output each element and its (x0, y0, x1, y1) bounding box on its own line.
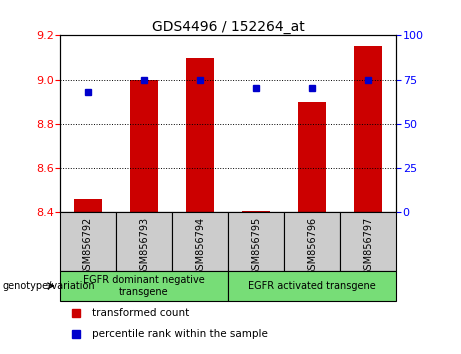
Bar (284, 212, 340, 271)
Bar (116, 212, 172, 271)
Text: EGFR activated transgene: EGFR activated transgene (248, 281, 376, 291)
Text: transformed count: transformed count (92, 308, 189, 318)
Text: genotype/variation: genotype/variation (2, 281, 95, 291)
Bar (242, 211, 270, 212)
Text: EGFR dominant negative
transgene: EGFR dominant negative transgene (83, 275, 205, 297)
Text: GSM856794: GSM856794 (195, 217, 205, 276)
Text: GSM856792: GSM856792 (83, 217, 93, 276)
Bar (228, 271, 396, 301)
Bar (130, 80, 158, 212)
Text: GSM856795: GSM856795 (251, 217, 261, 276)
Bar (60, 271, 228, 301)
Bar (186, 58, 214, 212)
Bar (298, 102, 326, 212)
Bar (340, 212, 396, 271)
Bar (60, 212, 116, 271)
Bar (355, 46, 383, 212)
Text: percentile rank within the sample: percentile rank within the sample (92, 329, 268, 339)
Bar (228, 212, 284, 271)
Bar (172, 212, 228, 271)
Bar (74, 199, 102, 212)
Title: GDS4496 / 152264_at: GDS4496 / 152264_at (152, 21, 305, 34)
Text: GSM856797: GSM856797 (363, 217, 373, 276)
Text: GSM856793: GSM856793 (139, 217, 149, 276)
Text: GSM856796: GSM856796 (307, 217, 317, 276)
